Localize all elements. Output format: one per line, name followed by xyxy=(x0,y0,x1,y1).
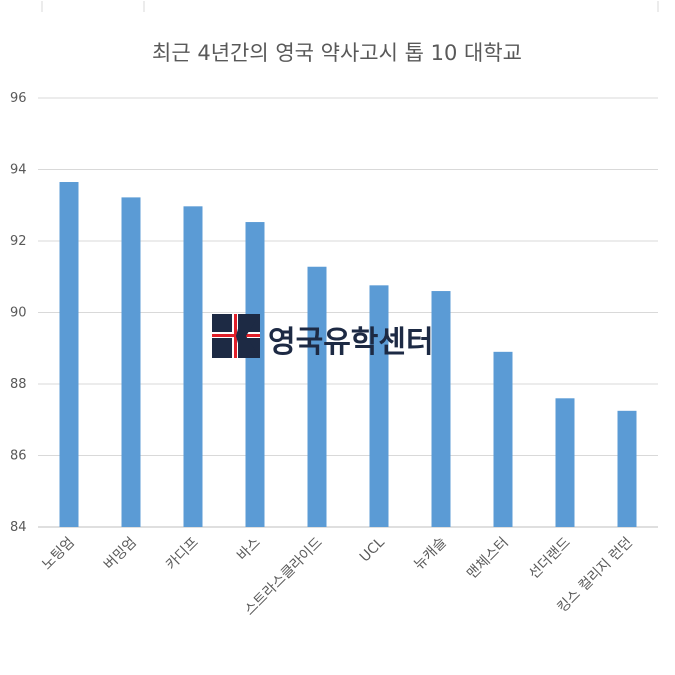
bars xyxy=(59,182,637,528)
x-category-label: 뉴캐슬 xyxy=(411,534,450,573)
y-tick-label: 84 xyxy=(10,520,27,535)
bar xyxy=(121,197,141,527)
bar xyxy=(617,410,637,527)
y-tick-label: 86 xyxy=(10,449,27,464)
bar xyxy=(59,182,79,527)
bar xyxy=(369,285,389,527)
bar xyxy=(307,266,327,527)
watermark: 영국유학센터 xyxy=(212,314,434,360)
bar xyxy=(555,398,575,527)
y-tick-label: 92 xyxy=(10,234,27,249)
bar xyxy=(245,222,265,528)
y-tick-label: 96 xyxy=(10,91,27,106)
x-category-label: 맨체스터 xyxy=(464,535,512,583)
y-tick-label: 90 xyxy=(10,306,27,321)
gridlines xyxy=(38,97,658,528)
x-category-label: 카디프 xyxy=(163,534,202,573)
top-border-marks xyxy=(41,1,659,12)
x-category-label: UCL xyxy=(357,534,388,565)
watermark-text: 영국유학센터 xyxy=(268,325,434,360)
x-category-label: 노팅엄 xyxy=(39,535,78,574)
x-category-label: 선더랜드 xyxy=(526,534,574,582)
bar xyxy=(183,206,203,527)
y-tick-label: 88 xyxy=(10,377,27,392)
bar xyxy=(431,291,451,527)
y-tick-label: 94 xyxy=(10,163,27,178)
chart-title: 최근 4년간의 영국 약사고시 톱 10 대학교 xyxy=(152,41,522,65)
y-axis-ticks: 84 86 88 90 92 94 96 xyxy=(10,91,27,535)
bar xyxy=(493,351,513,527)
x-category-label: 버밍엄 xyxy=(101,535,140,574)
uk-flag-k-logo-icon xyxy=(212,314,260,358)
x-category-label: 바스 xyxy=(234,534,264,564)
